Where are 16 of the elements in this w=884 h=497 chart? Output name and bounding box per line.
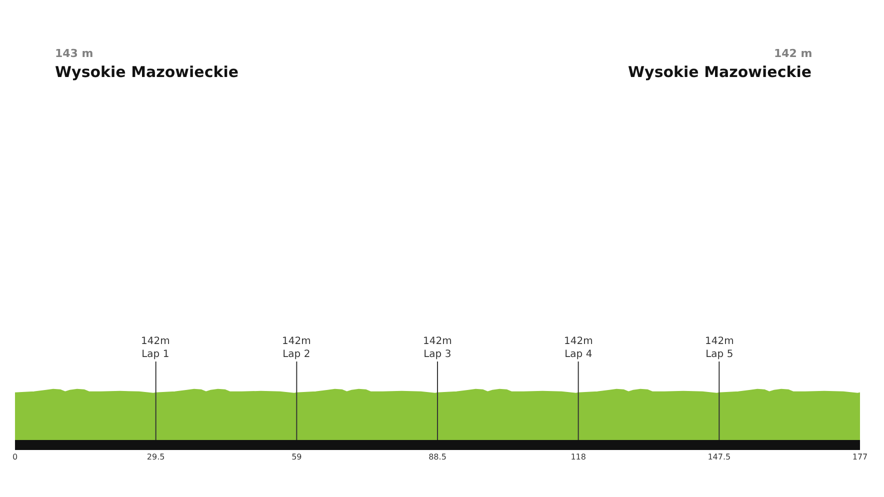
x-tick-label: 118 [570, 452, 586, 462]
x-tick-label: 147.5 [708, 452, 731, 462]
x-tick-label: 59 [292, 452, 302, 462]
ref-line-label: 142m Lap 2 [282, 336, 311, 360]
text: 142 m [774, 47, 812, 60]
ref-line-label: 142m Lap 3 [423, 336, 452, 360]
x-tick-label: 177 [852, 452, 868, 462]
text: Wysokie Mazowieckie [55, 63, 239, 81]
x-tick-label: 88.5 [428, 452, 446, 462]
text: Wysokie Mazowieckie [628, 63, 812, 81]
ref-line-label: 142m Lap 1 [141, 336, 170, 360]
text: 143 m [55, 47, 94, 60]
ref-line-label: 142m Lap 4 [564, 336, 593, 360]
x-tick-label: 29.5 [146, 452, 165, 462]
ref-line-label: 142m Lap 5 [705, 336, 734, 360]
x-tick-label: 0 [12, 452, 18, 462]
